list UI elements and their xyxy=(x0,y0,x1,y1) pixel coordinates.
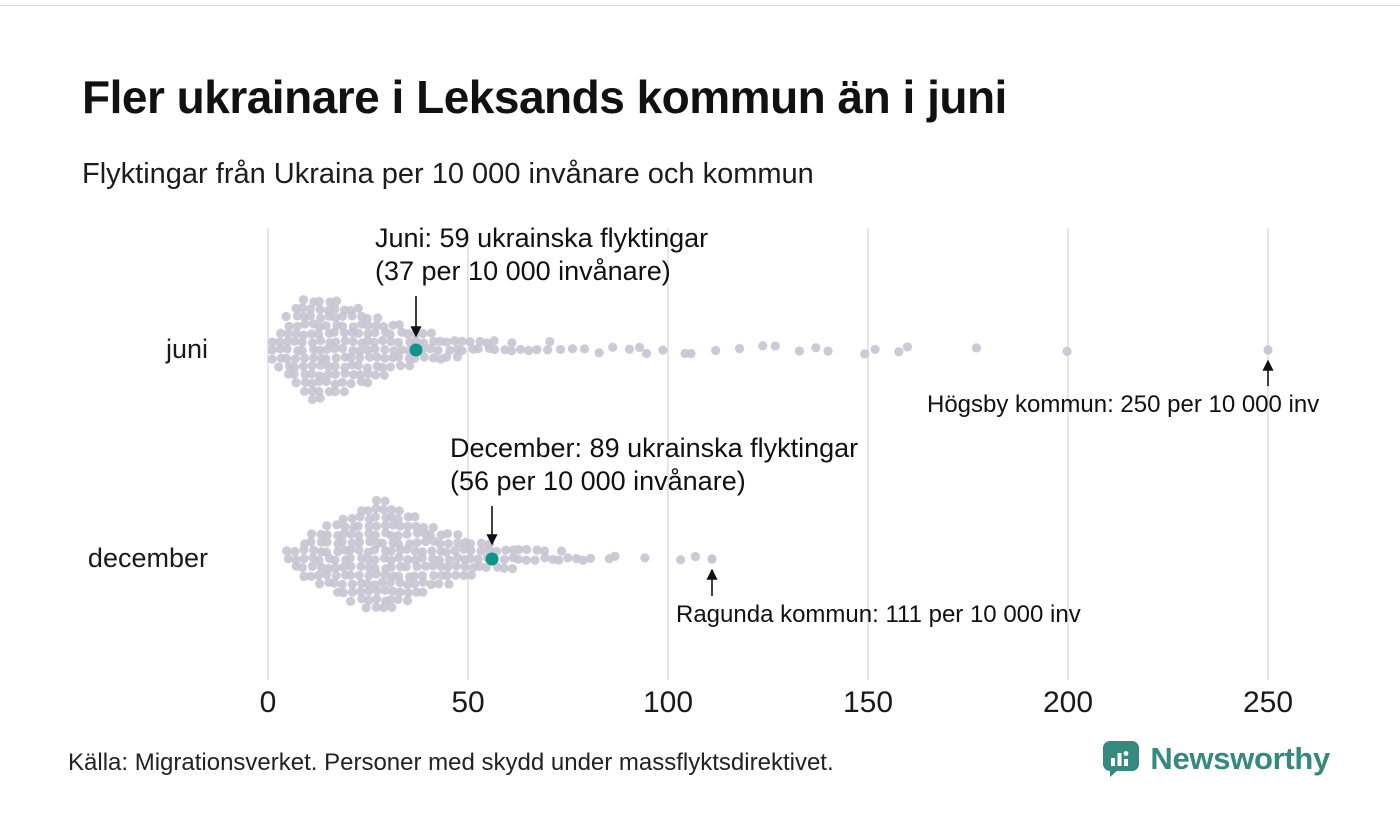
annotation-ragunda: Ragunda kommun: 111 per 10 000 inv xyxy=(676,601,1081,628)
annotation-juni: Juni: 59 ukrainska flyktingar (37 per 10… xyxy=(375,222,708,288)
chart-subtitle: Flyktingar från Ukraina per 10 000 invån… xyxy=(82,158,814,190)
row-label-juni: juni xyxy=(165,334,208,364)
x-axis-tick-100: 100 xyxy=(642,686,694,719)
newsworthy-logo-icon xyxy=(1103,741,1140,777)
brand-name: Newsworthy xyxy=(1150,741,1330,776)
x-axis-tick-150: 150 xyxy=(842,686,894,719)
annotation-december: December: 89 ukrainska flyktingar (56 pe… xyxy=(450,432,858,498)
source-note: Källa: Migrationsverket. Personer med sk… xyxy=(68,749,834,776)
brand-logo: Newsworthy xyxy=(1102,740,1330,778)
x-axis-tick-50: 50 xyxy=(451,686,485,719)
annotation-hogsby: Högsby kommun: 250 per 10 000 inv xyxy=(927,391,1320,418)
chart-title: Fler ukrainare i Leksands kommun än i ju… xyxy=(82,71,1007,123)
x-axis-tick-250: 250 xyxy=(1242,686,1294,719)
row-label-december: december xyxy=(87,543,208,573)
top-divider xyxy=(0,5,1400,6)
annotation-line: December: 89 ukrainska flyktingar xyxy=(450,433,859,463)
annotation-line: Juni: 59 ukrainska flyktingar xyxy=(375,223,709,253)
annotation-line: (56 per 10 000 invånare) xyxy=(450,466,746,496)
x-axis-tick-200: 200 xyxy=(1042,686,1094,719)
x-axis-tick-0: 0 xyxy=(259,686,277,719)
annotation-line: (37 per 10 000 invånare) xyxy=(375,256,671,286)
